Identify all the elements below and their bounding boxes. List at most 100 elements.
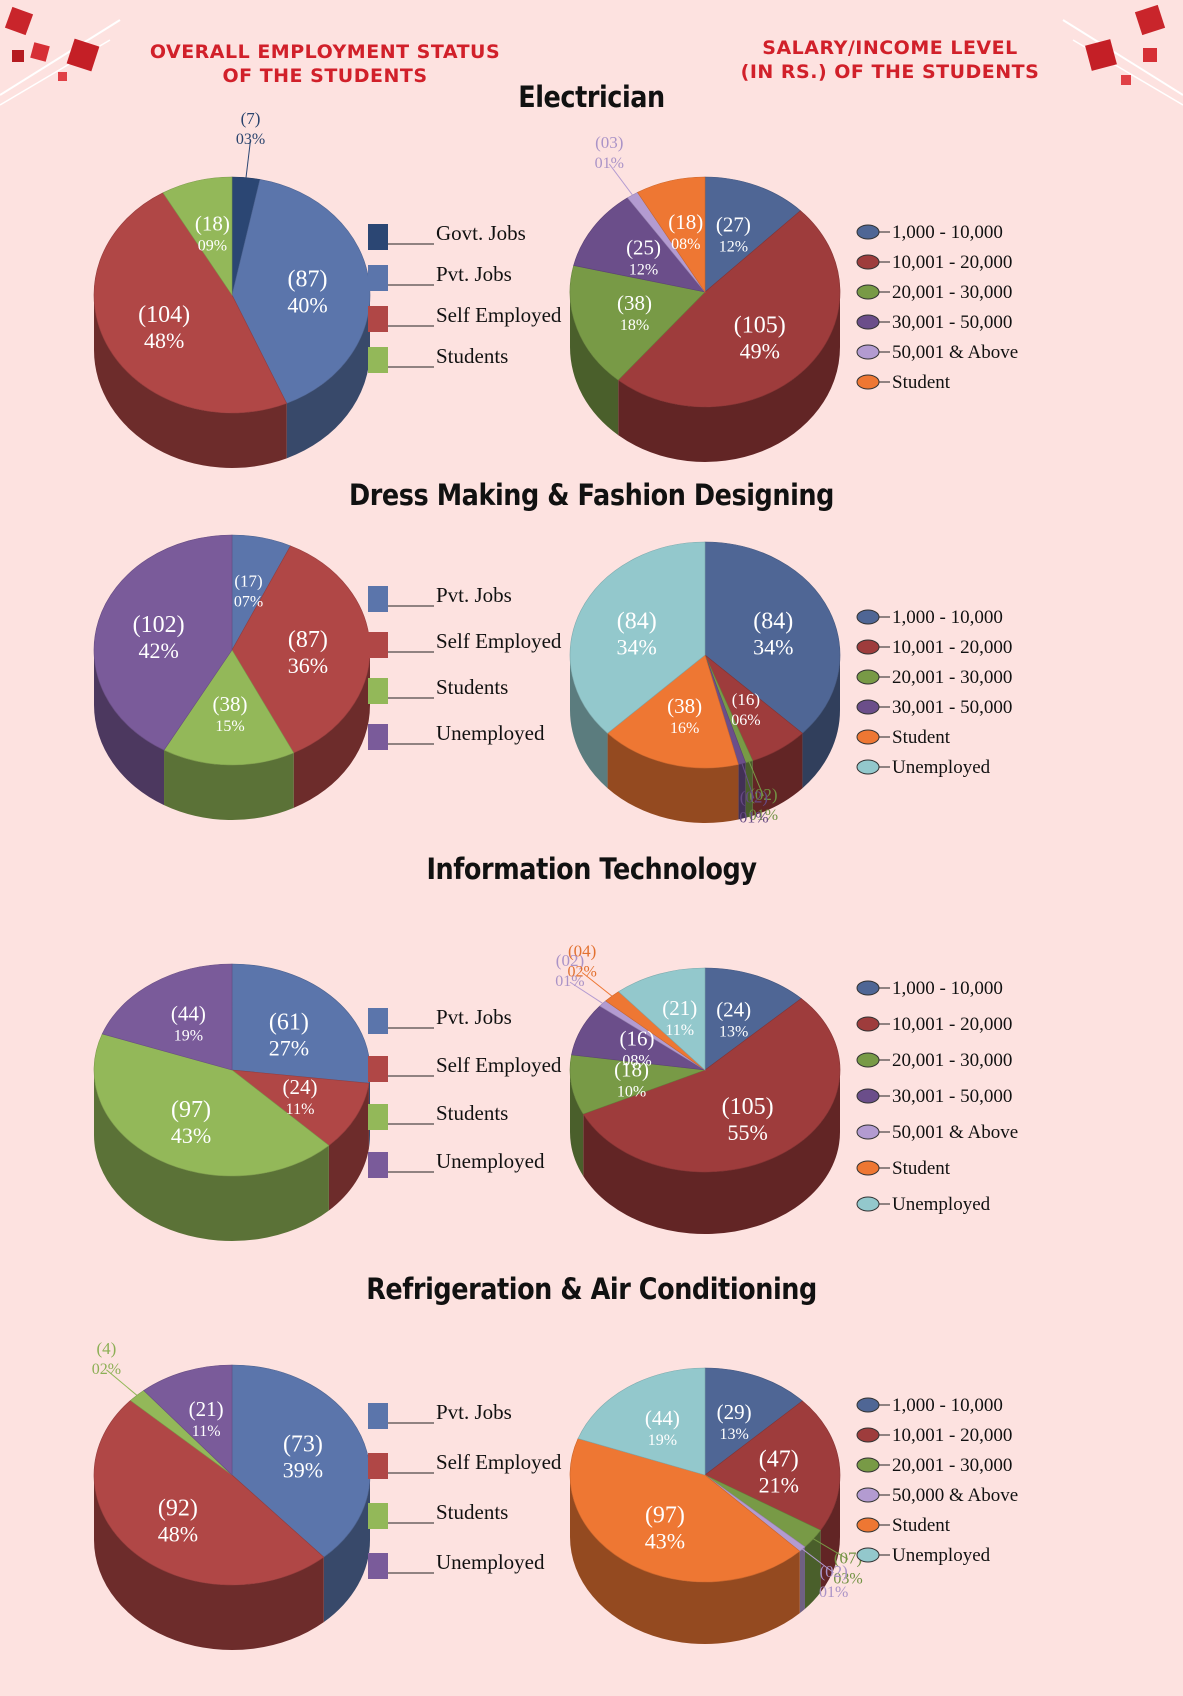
legend-item-govt-jobs: Govt. Jobs	[368, 221, 526, 250]
legend-item-1-000-10-000: 1,000 - 10,000	[856, 222, 1003, 243]
slice-pct-label: 13%	[719, 1023, 748, 1040]
pie-side-10-001-20-000	[583, 1070, 840, 1235]
pie-slice-20-001-30-000	[569, 265, 706, 381]
pie-slice-self-employed	[231, 1069, 370, 1146]
pie-slice-student	[607, 654, 739, 769]
legend-label: Self Employed	[436, 1450, 562, 1474]
pie-side-20-001-30-000	[745, 760, 753, 818]
legend-swatch	[856, 1397, 880, 1413]
legend-swatch	[856, 1160, 880, 1176]
pie-slice-unemployed	[93, 534, 233, 751]
slice-count-label: (7)	[241, 109, 261, 128]
legend-swatch	[368, 1008, 388, 1034]
legend-swatch	[856, 759, 880, 775]
pie-side-unemployed	[570, 655, 608, 789]
section-title-electrician: Electrician	[518, 80, 665, 114]
slice-count-label: (02)	[556, 951, 584, 970]
slice-pct-label: 10%	[617, 1083, 646, 1100]
legend-swatch	[368, 347, 388, 373]
slice-pct-label: 12%	[719, 239, 748, 256]
legend-label: 20,001 - 30,000	[892, 282, 1012, 303]
slice-count-label: (87)	[288, 266, 328, 292]
legend-item-50-001-above: 50,001 & Above	[856, 342, 1018, 363]
legend-swatch	[368, 724, 388, 750]
pie-slice-10-001-20-000	[704, 1400, 841, 1531]
legend-label: 1,000 - 10,000	[892, 607, 1003, 628]
legend-swatch	[368, 1453, 388, 1479]
legend-electrician-employment: Govt. Jobs Pvt. Jobs Self Employed Students	[368, 221, 562, 373]
pie-chart-dress-making-fashion-designing-employment: (17) 07% (87)36% (38) 15% (102)42% Pvt. Jobs Se…	[93, 534, 562, 821]
section-title-information-technology: Information Technology	[426, 852, 757, 886]
slice-count-label: (47)	[759, 1446, 799, 1472]
legend-refrigeration-air-conditioning-employment: Pvt. Jobs Self Employed Students Unemployed	[368, 1400, 562, 1579]
slice-pct-label: 40%	[287, 292, 327, 317]
legend-item-students: Students	[368, 344, 508, 373]
legend-label: 10,001 - 20,000	[892, 252, 1012, 273]
legend-swatch	[368, 1056, 388, 1082]
legend-swatch	[368, 678, 388, 704]
slice-pct-label: 43%	[645, 1529, 685, 1554]
slice-count-label: (44)	[171, 1001, 206, 1025]
pie-slice-students	[162, 176, 233, 296]
slice-pct-label: 03%	[833, 1570, 862, 1587]
leader-line	[581, 972, 613, 997]
leader-line	[741, 763, 755, 799]
pie-slice-student	[637, 176, 706, 293]
pie-slice-1-000-10-000	[704, 1367, 803, 1476]
pie-side	[94, 295, 370, 468]
slice-count-label: (97)	[171, 1097, 211, 1123]
leader-line	[106, 1369, 138, 1396]
slice-pct-label: 02%	[567, 963, 596, 980]
slice-count-label: (18)	[614, 1057, 649, 1081]
pie-slice-10-001-20-000	[582, 998, 841, 1173]
legend-label: Govt. Jobs	[436, 221, 526, 245]
pie-side	[570, 655, 840, 823]
slice-pct-label: 06%	[731, 712, 760, 729]
header-left-line2: OF THE STUDENTS	[222, 65, 428, 87]
legend-item-10-001-20-000: 10,001 - 20,000	[856, 1425, 1012, 1446]
leader-line	[802, 1548, 834, 1574]
legend-item-student: Student	[856, 372, 951, 393]
pie-chart-information-technology-employment: (61)27% (24) 11% (97)43% (44) 19% Pvt. Jobs Sel…	[93, 963, 562, 1241]
legend-swatch	[856, 639, 880, 655]
legend-item-students: Students	[368, 1101, 508, 1130]
pie-slice-unemployed	[577, 1367, 706, 1476]
slice-pct-label: 01%	[749, 807, 778, 824]
pie-side-self-employed	[293, 650, 370, 808]
slice-pct-label: 08%	[622, 1052, 651, 1069]
legend-label: Unemployed	[892, 1194, 991, 1215]
legend-label: Pvt. Jobs	[436, 583, 512, 607]
slice-count-label: (29)	[717, 1400, 752, 1424]
legend-label: 20,001 - 30,000	[892, 1050, 1012, 1071]
legend-swatch	[368, 1104, 388, 1130]
slice-pct-label: 39%	[283, 1457, 323, 1482]
legend-item-students: Students	[368, 1500, 508, 1529]
slice-count-label: (17)	[234, 571, 262, 590]
slice-pct-label: 01%	[819, 1584, 848, 1601]
legend-label: Self Employed	[436, 1053, 562, 1077]
pie-side-student	[570, 1475, 800, 1644]
slice-count-label: (24)	[716, 997, 751, 1021]
slice-count-label: (03)	[595, 133, 623, 152]
legend-item-10-001-20-000: 10,001 - 20,000	[856, 637, 1012, 658]
legend-item-student: Student	[856, 1158, 951, 1179]
slice-count-label: (61)	[269, 1009, 309, 1035]
pie-slice-unemployed	[143, 1364, 233, 1476]
legend-label: 10,001 - 20,000	[892, 1425, 1012, 1446]
legend-swatch	[368, 1152, 388, 1178]
legend-item-unemployed: Unemployed	[368, 1550, 545, 1579]
legend-electrician-salary: 1,000 - 10,000 10,001 - 20,000 20,001 - 30…	[856, 222, 1018, 393]
slice-pct-label: 48%	[158, 1521, 198, 1546]
pie-slice-self-employed	[93, 1400, 325, 1586]
pie-chart-information-technology-salary: (24) 13% (105)55% (18) 10% (16) 08% (02) 01% (04)…	[555, 941, 1018, 1235]
legend-label: Students	[436, 675, 508, 699]
legend-swatch	[856, 1517, 880, 1533]
legend-label: Students	[436, 1101, 508, 1125]
slice-count-label: (24)	[283, 1075, 318, 1099]
slice-count-label: (02)	[740, 787, 768, 806]
slice-pct-label: 36%	[288, 653, 328, 678]
slice-count-label: (105)	[722, 1094, 774, 1120]
slice-count-label: (25)	[626, 235, 661, 259]
legend-swatch	[856, 609, 880, 625]
